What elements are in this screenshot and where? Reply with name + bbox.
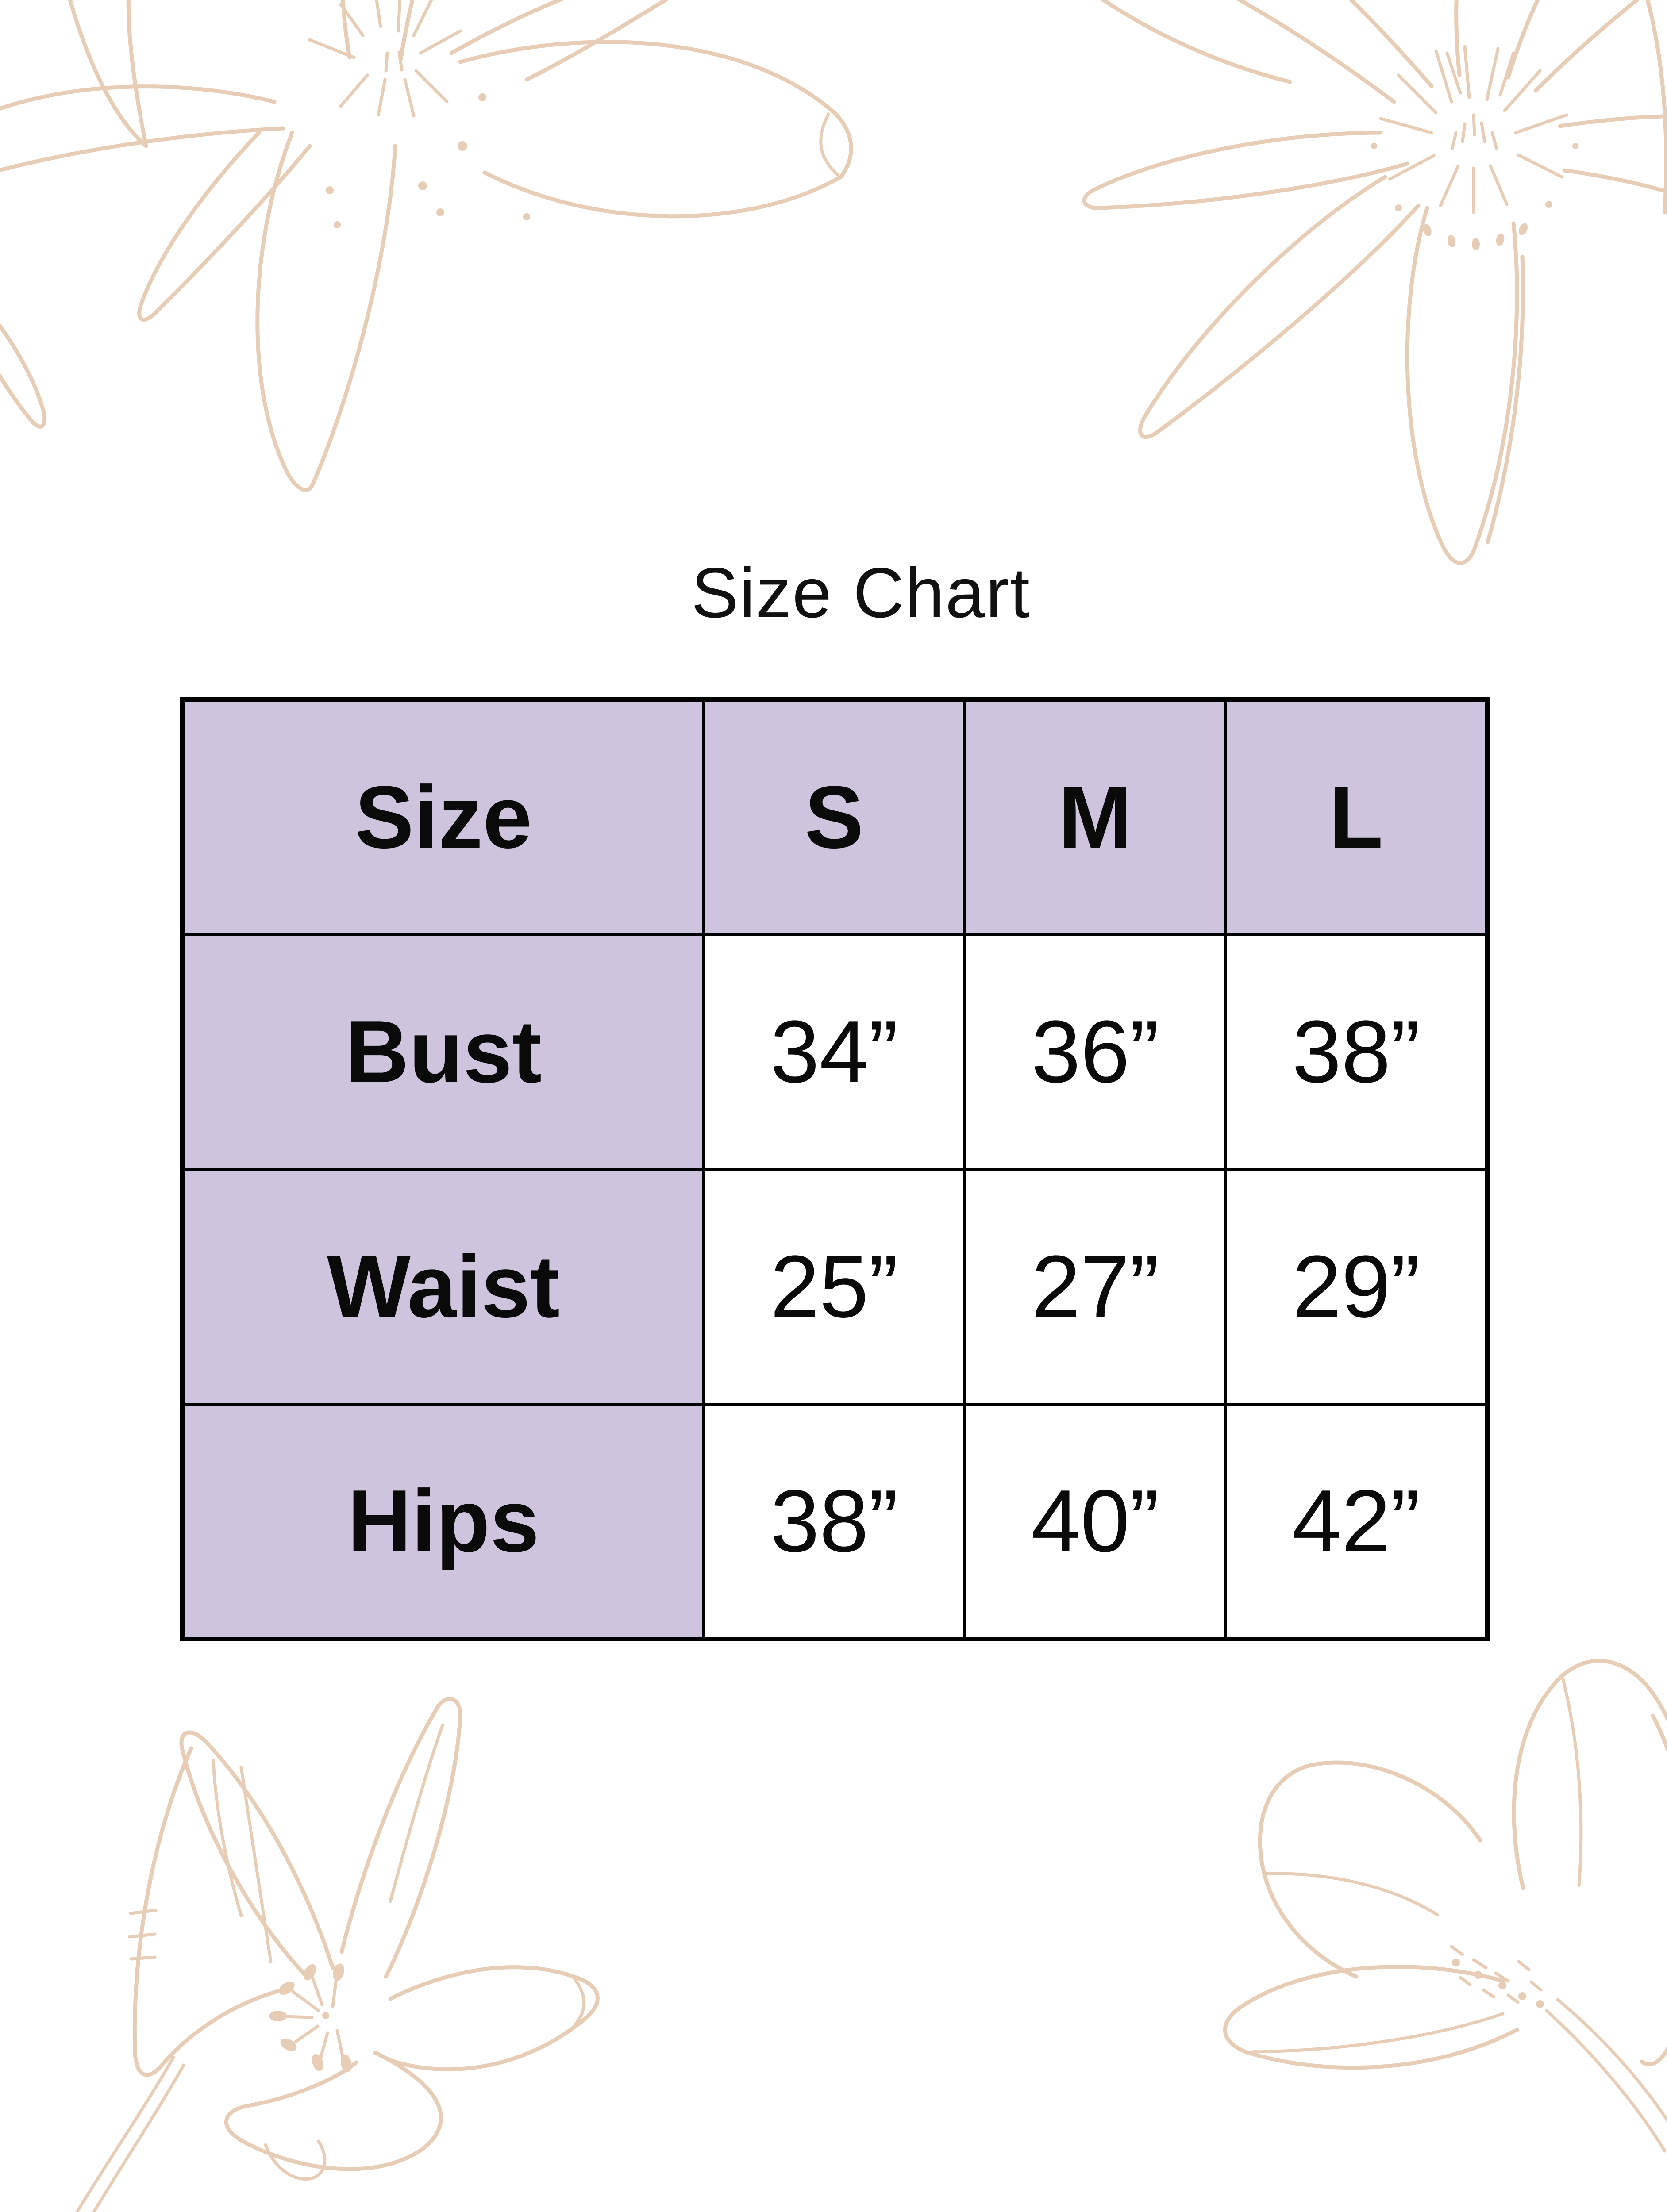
cell-waist-s: 25” [702, 1168, 966, 1406]
column-header-size: Size [181, 698, 705, 936]
cell-bust-s: 34” [702, 933, 966, 1171]
column-header-m: M [963, 698, 1227, 936]
cell-bust-m: 36” [963, 933, 1227, 1171]
cell-hips-m: 40” [963, 1403, 1227, 1640]
cell-waist-m: 27” [963, 1168, 1227, 1406]
column-header-s: S [702, 698, 966, 936]
cell-hips-l: 42” [1224, 1403, 1489, 1640]
bottom-left-flower-icon [75, 1697, 600, 2212]
table-row-bust: Bust 34” 36” 38” [181, 933, 1489, 1171]
cell-waist-l: 29” [1224, 1168, 1489, 1406]
cell-bust-l: 38” [1224, 933, 1489, 1171]
row-label-hips: Hips [181, 1403, 705, 1640]
bottom-right-flower-icon [1223, 1659, 1667, 2153]
table-row-hips: Hips 38” 40” 42” [181, 1403, 1489, 1640]
row-label-waist: Waist [181, 1168, 705, 1406]
column-header-l: L [1224, 698, 1489, 936]
top-left-flower-icon [0, 0, 853, 492]
table-header-row: Size S M L [181, 698, 1489, 936]
size-chart-table: Size S M L Bust 34” 36” 38” Waist 25” 27… [180, 697, 1490, 1641]
page-title: Size Chart [691, 553, 1031, 632]
row-label-bust: Bust [181, 933, 705, 1171]
table-row-waist: Waist 25” 27” 29” [181, 1168, 1489, 1406]
cell-hips-s: 38” [702, 1403, 966, 1640]
